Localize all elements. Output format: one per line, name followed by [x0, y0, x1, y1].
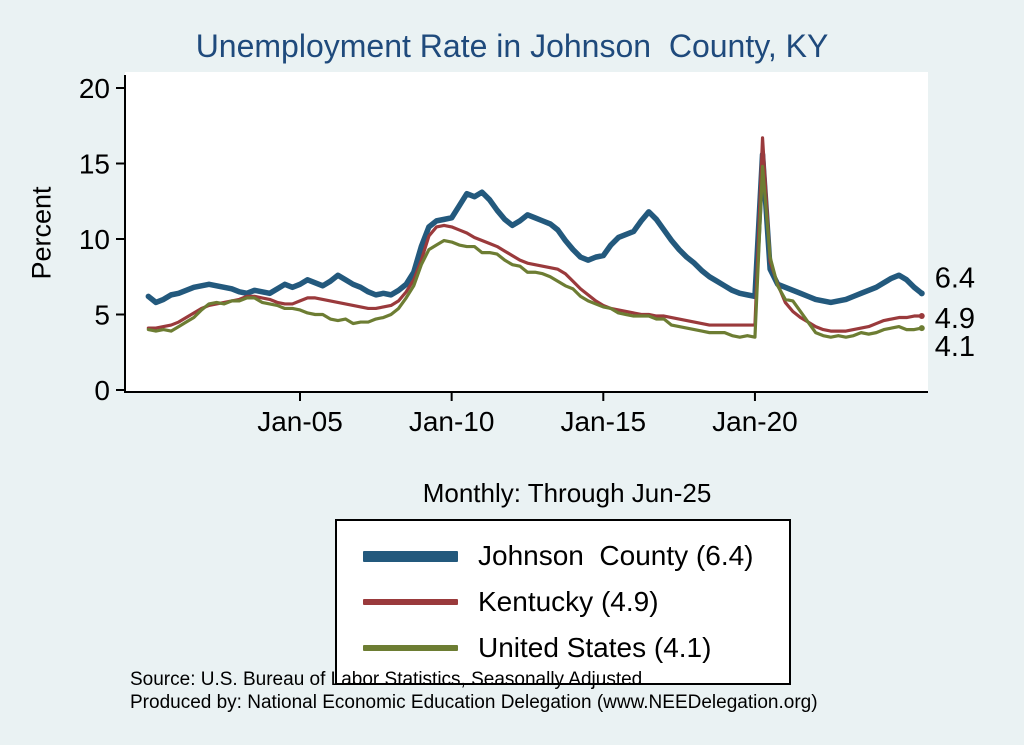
- legend-label-johnson-county: Johnson County (6.4): [478, 540, 754, 571]
- series-end-marker-united-states: [918, 325, 925, 332]
- y-tick-label: 10: [79, 224, 110, 255]
- series-line-united-states: [146, 164, 924, 339]
- series-line-kentucky: [146, 136, 924, 333]
- series-end-marker-johnson-county: [918, 290, 925, 297]
- note-producer: Produced by: National Economic Education…: [130, 692, 818, 713]
- x-tick-label: Jan-20: [712, 406, 798, 437]
- series-end-label-johnson-county: 6.4: [935, 262, 975, 294]
- series-end-label-united-states: 4.1: [935, 331, 975, 363]
- series-end-label-kentucky: 4.9: [935, 303, 975, 335]
- legend-label-kentucky: Kentucky (4.9): [478, 586, 659, 617]
- series-end-marker-kentucky: [918, 313, 925, 320]
- legend-swatch-united-states: [363, 645, 458, 651]
- legend-item-united-states: United States (4.1): [337, 625, 789, 671]
- note-source: Source: U.S. Bureau of Labor Statistics,…: [130, 669, 643, 690]
- y-tick-label: 20: [79, 73, 110, 104]
- chart-title: Unemployment Rate in Johnson County, KY: [195, 28, 829, 64]
- plot-background: [125, 72, 928, 392]
- legend-swatch-johnson-county: [363, 550, 458, 562]
- chart-subtitle: Monthly: Through Jun-25: [422, 478, 712, 508]
- series-line-johnson-county: [145, 151, 925, 306]
- y-tick-label: 5: [94, 300, 110, 331]
- y-tick-label: 15: [79, 149, 110, 180]
- x-tick-label: Jan-05: [257, 406, 343, 437]
- chart-notes: Source: U.S. Bureau of Labor Statistics,…: [130, 668, 818, 714]
- legend-swatch-kentucky: [363, 599, 458, 605]
- legend-label-united-states: United States (4.1): [478, 632, 712, 663]
- chart-legend: Johnson County (6.4) Kentucky (4.9) Unit…: [335, 519, 791, 685]
- x-tick-label: Jan-15: [560, 406, 646, 437]
- y-tick-label: 0: [94, 375, 110, 406]
- x-tick-label: Jan-10: [409, 406, 495, 437]
- legend-item-kentucky: Kentucky (4.9): [337, 579, 789, 625]
- legend-item-johnson-county: Johnson County (6.4): [337, 533, 789, 579]
